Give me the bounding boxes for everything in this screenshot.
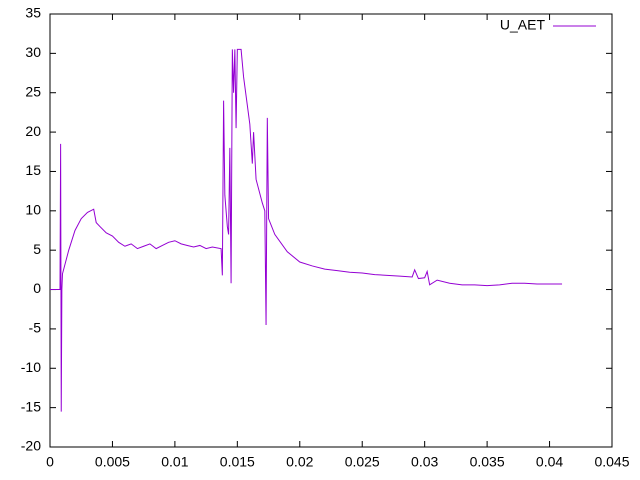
- y-tick-label: -10: [21, 359, 41, 375]
- x-tick-label: 0.04: [536, 454, 563, 470]
- x-tick-label: 0.045: [594, 454, 629, 470]
- x-tick-label: 0: [46, 454, 54, 470]
- y-tick-label: -15: [21, 398, 41, 414]
- y-tick-label: 35: [25, 5, 41, 21]
- y-tick-label: -5: [29, 320, 42, 336]
- y-tick-label: 25: [25, 83, 41, 99]
- x-tick-label: 0.035: [470, 454, 505, 470]
- x-tick-label: 0.01: [161, 454, 188, 470]
- y-tick-label: 15: [25, 162, 41, 178]
- legend-label: U_AET: [500, 17, 546, 33]
- y-tick-label: 10: [25, 202, 41, 218]
- y-tick-label: 20: [25, 123, 41, 139]
- y-tick-label: 5: [33, 241, 41, 257]
- x-tick-label: 0.03: [411, 454, 438, 470]
- y-tick-label: 0: [33, 280, 41, 296]
- x-tick-label: 0.005: [95, 454, 130, 470]
- y-tick-label: -20: [21, 438, 41, 454]
- x-tick-label: 0.025: [345, 454, 380, 470]
- x-tick-label: 0.015: [220, 454, 255, 470]
- y-tick-label: 30: [25, 44, 41, 60]
- data-line: [50, 48, 563, 412]
- plot-frame: [49, 13, 613, 448]
- x-tick-label: 0.02: [286, 454, 313, 470]
